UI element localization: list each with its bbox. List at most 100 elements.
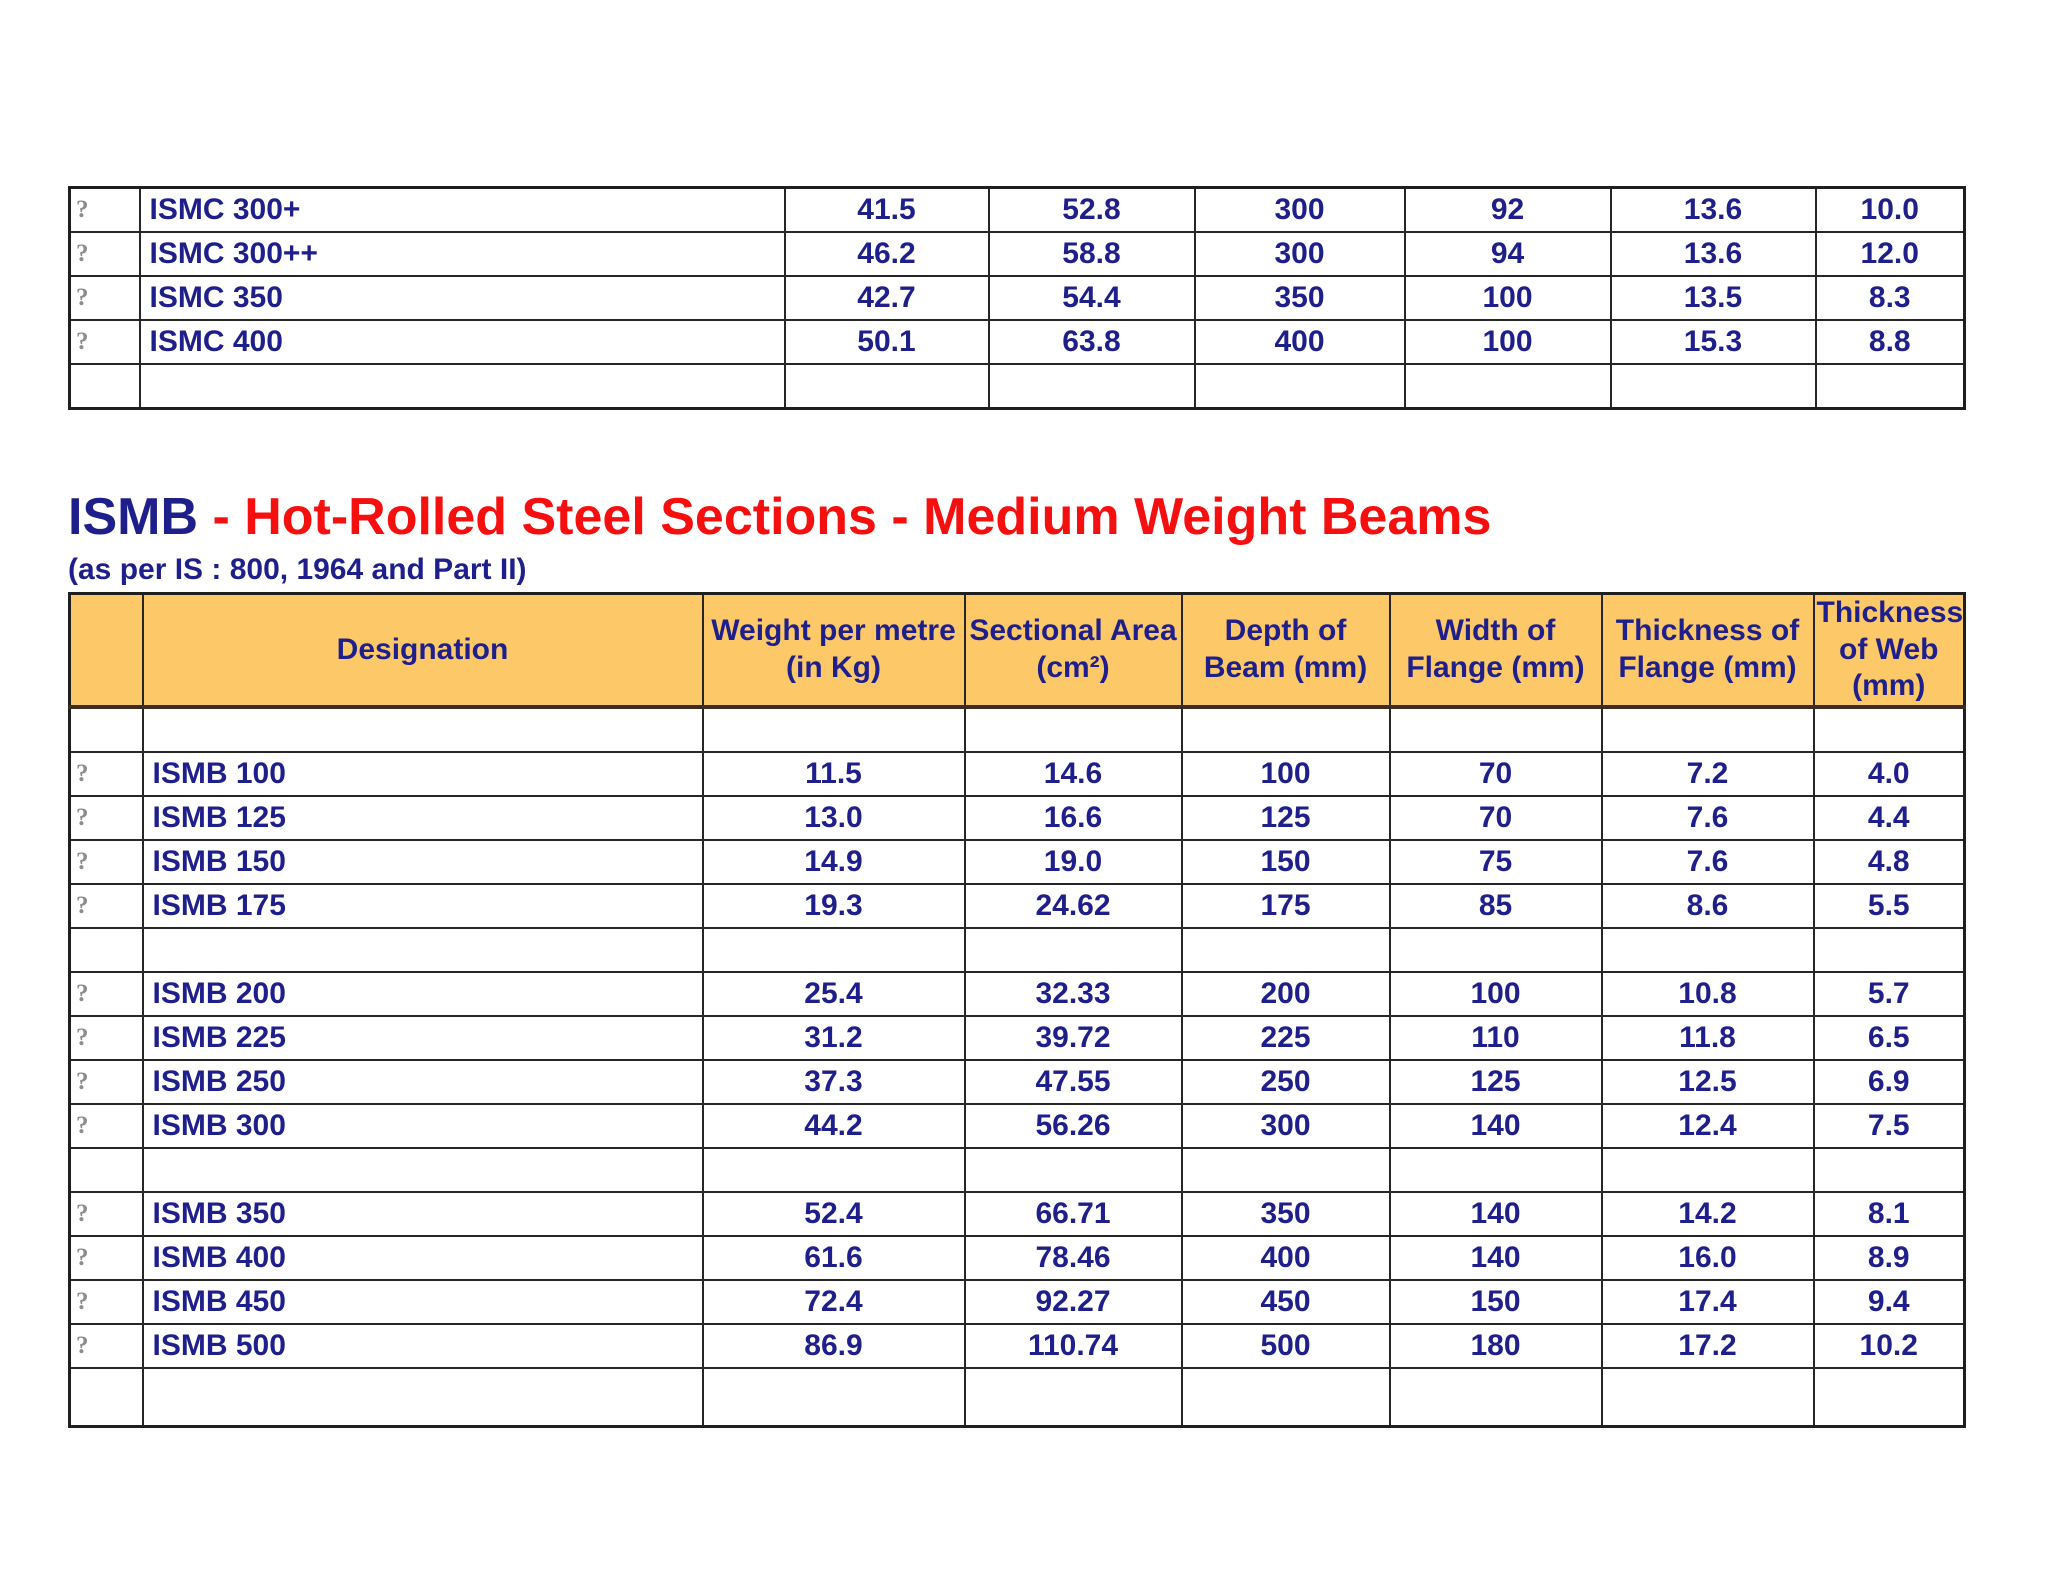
column-header-sectional-area: Sectional Area (cm²) xyxy=(963,592,1183,709)
empty-cell xyxy=(1180,926,1391,973)
empty-cell xyxy=(68,705,144,753)
empty-cell xyxy=(141,1146,704,1193)
designation-cell: ISMB 225 xyxy=(141,1014,704,1061)
value-cell: 4.8 xyxy=(1812,838,1966,885)
value-cell: 125 xyxy=(1388,1058,1603,1105)
value-cell: 7.6 xyxy=(1600,838,1815,885)
column-header-depth: Depth of Beam (mm) xyxy=(1180,592,1391,709)
value-cell: 85 xyxy=(1388,882,1603,929)
value-cell: 4.0 xyxy=(1812,750,1966,797)
designation-cell: ISMB 200 xyxy=(141,970,704,1017)
empty-cell xyxy=(1193,363,1406,410)
value-cell: 25.4 xyxy=(701,970,966,1017)
value-cell: 110.74 xyxy=(963,1322,1183,1369)
designation-cell: ISMB 500 xyxy=(141,1322,704,1369)
empty-row xyxy=(68,1366,1966,1428)
column-header-thickness-web: Thickness of Web (mm) xyxy=(1812,592,1966,709)
value-cell: 66.71 xyxy=(963,1190,1183,1237)
value-cell: 8.1 xyxy=(1812,1190,1966,1237)
value-cell: 250 xyxy=(1180,1058,1391,1105)
table-row: ? ISMB 500 86.9 110.74 500 180 17.2 10.2 xyxy=(68,1322,1966,1369)
value-cell: 17.2 xyxy=(1600,1322,1815,1369)
empty-cell xyxy=(701,1146,966,1193)
empty-cell xyxy=(138,363,786,410)
empty-cell xyxy=(68,1146,144,1193)
table-row: ? ISMB 125 13.0 16.6 125 70 7.6 4.4 xyxy=(68,794,1966,841)
empty-cell xyxy=(1812,705,1966,753)
value-cell: 150 xyxy=(1388,1278,1603,1325)
title-rest: - Hot-Rolled Steel Sections - Medium Wei… xyxy=(198,488,1492,546)
value-cell: 12.4 xyxy=(1600,1102,1815,1149)
value-cell: 16.6 xyxy=(963,794,1183,841)
value-cell: 78.46 xyxy=(963,1234,1183,1281)
value-cell: 14.9 xyxy=(701,838,966,885)
value-cell: 44.2 xyxy=(701,1102,966,1149)
broken-image-placeholder-icon: ? xyxy=(68,1322,144,1369)
ismc-table: ? ISMC 300+ 41.5 52.8 300 92 13.6 10.0? ISMC 300… xyxy=(68,186,1966,410)
empty-cell xyxy=(68,1366,144,1428)
ismb-section-title: ISMB - Hot-Rolled Steel Sections - Mediu… xyxy=(68,486,1491,548)
empty-cell xyxy=(963,705,1183,753)
value-cell: 46.2 xyxy=(783,231,990,277)
value-cell: 42.7 xyxy=(783,275,990,321)
broken-image-placeholder-icon: ? xyxy=(68,1014,144,1061)
designation-cell: ISMB 175 xyxy=(141,882,704,929)
value-cell: 39.72 xyxy=(963,1014,1183,1061)
empty-cell xyxy=(1180,705,1391,753)
value-cell: 12.5 xyxy=(1600,1058,1815,1105)
ismb-section-subtitle: (as per IS : 800, 1964 and Part II) xyxy=(68,553,527,586)
value-cell: 24.62 xyxy=(963,882,1183,929)
designation-cell: ISMB 450 xyxy=(141,1278,704,1325)
value-cell: 450 xyxy=(1180,1278,1391,1325)
empty-row xyxy=(68,926,1966,973)
empty-cell xyxy=(1609,363,1817,410)
value-cell: 13.0 xyxy=(701,794,966,841)
empty-cell xyxy=(1180,1366,1391,1428)
value-cell: 8.8 xyxy=(1814,319,1966,365)
value-cell: 11.5 xyxy=(701,750,966,797)
empty-cell xyxy=(963,1146,1183,1193)
empty-cell xyxy=(701,1366,966,1428)
value-cell: 13.6 xyxy=(1609,186,1817,233)
value-cell: 5.7 xyxy=(1812,970,1966,1017)
value-cell: 500 xyxy=(1180,1322,1391,1369)
designation-cell: ISMC 400 xyxy=(138,319,786,365)
table-row: ? ISMB 400 61.6 78.46 400 140 16.0 8.9 xyxy=(68,1234,1966,1281)
value-cell: 100 xyxy=(1388,970,1603,1017)
value-cell: 15.3 xyxy=(1609,319,1817,365)
empty-cell xyxy=(141,1366,704,1428)
table-row: ? ISMC 300+ 41.5 52.8 300 92 13.6 10.0 xyxy=(68,186,1966,233)
value-cell: 70 xyxy=(1388,794,1603,841)
column-header-designation: Designation xyxy=(141,592,704,709)
designation-cell: ISMB 150 xyxy=(141,838,704,885)
table-row: ? ISMB 250 37.3 47.55 250 125 12.5 6.9 xyxy=(68,1058,1966,1105)
value-cell: 12.0 xyxy=(1814,231,1966,277)
ismb-header-row: Designation Weight per metre (in Kg) Sec… xyxy=(68,592,1966,709)
empty-cell xyxy=(1600,926,1815,973)
value-cell: 72.4 xyxy=(701,1278,966,1325)
empty-cell xyxy=(1812,1366,1966,1428)
value-cell: 52.8 xyxy=(987,186,1196,233)
broken-image-placeholder-icon: ? xyxy=(68,319,141,365)
value-cell: 175 xyxy=(1180,882,1391,929)
value-cell: 54.4 xyxy=(987,275,1196,321)
empty-cell xyxy=(68,926,144,973)
value-cell: 75 xyxy=(1388,838,1603,885)
broken-image-placeholder-icon: ? xyxy=(68,231,141,277)
value-cell: 13.5 xyxy=(1609,275,1817,321)
empty-cell xyxy=(1388,1366,1603,1428)
column-header-width-flange: Width of Flange (mm) xyxy=(1388,592,1603,709)
value-cell: 300 xyxy=(1193,231,1406,277)
broken-image-placeholder-icon: ? xyxy=(68,1190,144,1237)
value-cell: 14.6 xyxy=(963,750,1183,797)
value-cell: 61.6 xyxy=(701,1234,966,1281)
value-cell: 58.8 xyxy=(987,231,1196,277)
value-cell: 200 xyxy=(1180,970,1391,1017)
empty-row xyxy=(68,1146,1966,1193)
value-cell: 47.55 xyxy=(963,1058,1183,1105)
empty-cell xyxy=(1388,1146,1603,1193)
broken-image-placeholder-icon: ? xyxy=(68,186,141,233)
value-cell: 300 xyxy=(1180,1102,1391,1149)
icon-column-header xyxy=(68,592,144,709)
value-cell: 350 xyxy=(1180,1190,1391,1237)
